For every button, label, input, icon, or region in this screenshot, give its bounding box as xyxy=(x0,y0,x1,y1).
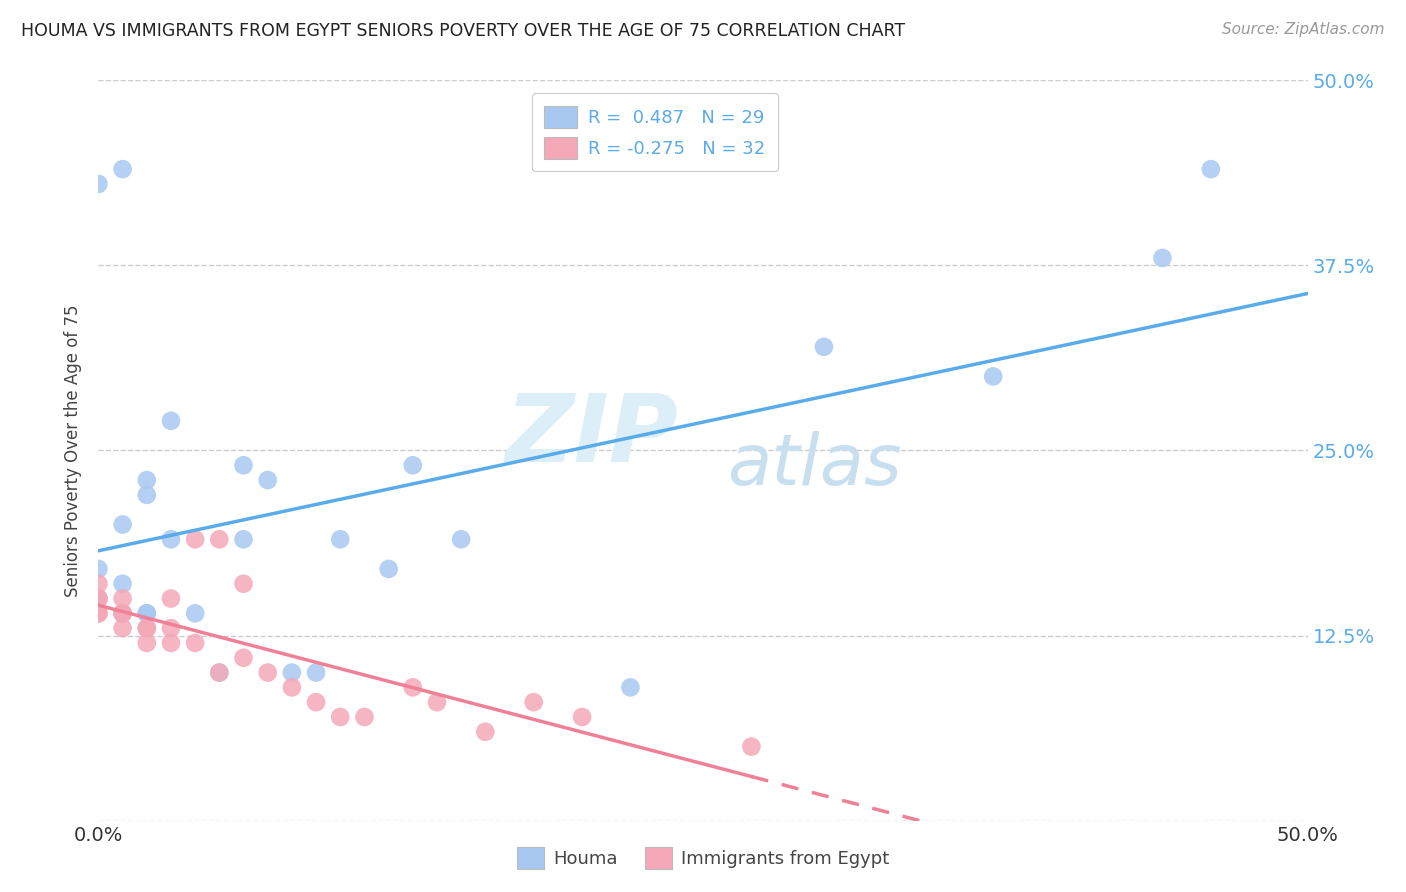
Point xyxy=(353,710,375,724)
Text: atlas: atlas xyxy=(727,431,901,500)
Point xyxy=(981,369,1004,384)
Point xyxy=(232,533,254,547)
Point xyxy=(87,591,110,606)
Y-axis label: Seniors Poverty Over the Age of 75: Seniors Poverty Over the Age of 75 xyxy=(65,304,83,597)
Point xyxy=(87,607,110,621)
Point xyxy=(450,533,472,547)
Point xyxy=(87,591,110,606)
Point xyxy=(474,724,496,739)
Point xyxy=(305,665,328,680)
Point xyxy=(619,681,641,695)
Point xyxy=(426,695,449,709)
Point xyxy=(87,607,110,621)
Legend: Houma, Immigrants from Egypt: Houma, Immigrants from Egypt xyxy=(508,838,898,879)
Point xyxy=(184,607,207,621)
Point xyxy=(135,607,157,621)
Point xyxy=(135,621,157,635)
Point xyxy=(111,607,134,621)
Point xyxy=(281,665,304,680)
Point xyxy=(208,665,231,680)
Point xyxy=(740,739,762,754)
Point xyxy=(135,621,157,635)
Point xyxy=(329,533,352,547)
Point xyxy=(160,636,183,650)
Point xyxy=(111,591,134,606)
Text: Source: ZipAtlas.com: Source: ZipAtlas.com xyxy=(1222,22,1385,37)
Text: ZIP: ZIP xyxy=(506,390,679,482)
Point xyxy=(232,576,254,591)
Point xyxy=(111,607,134,621)
Point xyxy=(160,414,183,428)
Point xyxy=(256,473,278,487)
Point xyxy=(87,562,110,576)
Point xyxy=(232,650,254,665)
Point xyxy=(87,591,110,606)
Point xyxy=(87,177,110,191)
Point xyxy=(208,665,231,680)
Point xyxy=(87,576,110,591)
Point xyxy=(111,621,134,635)
Point xyxy=(135,473,157,487)
Point xyxy=(813,340,835,354)
Point xyxy=(135,636,157,650)
Point xyxy=(329,710,352,724)
Point xyxy=(402,458,425,473)
Point xyxy=(135,607,157,621)
Point xyxy=(184,533,207,547)
Point xyxy=(1199,162,1222,177)
Point xyxy=(111,162,134,177)
Point xyxy=(208,533,231,547)
Point xyxy=(281,681,304,695)
Point xyxy=(111,576,134,591)
Point xyxy=(256,665,278,680)
Point xyxy=(111,607,134,621)
Point xyxy=(160,591,183,606)
Point xyxy=(232,458,254,473)
Point xyxy=(160,621,183,635)
Point xyxy=(523,695,546,709)
Point xyxy=(160,533,183,547)
Point xyxy=(111,517,134,532)
Point xyxy=(135,488,157,502)
Point xyxy=(377,562,399,576)
Text: HOUMA VS IMMIGRANTS FROM EGYPT SENIORS POVERTY OVER THE AGE OF 75 CORRELATION CH: HOUMA VS IMMIGRANTS FROM EGYPT SENIORS P… xyxy=(21,22,905,40)
Point xyxy=(305,695,328,709)
Point xyxy=(402,681,425,695)
Point xyxy=(1152,251,1174,265)
Point xyxy=(571,710,593,724)
Point xyxy=(184,636,207,650)
